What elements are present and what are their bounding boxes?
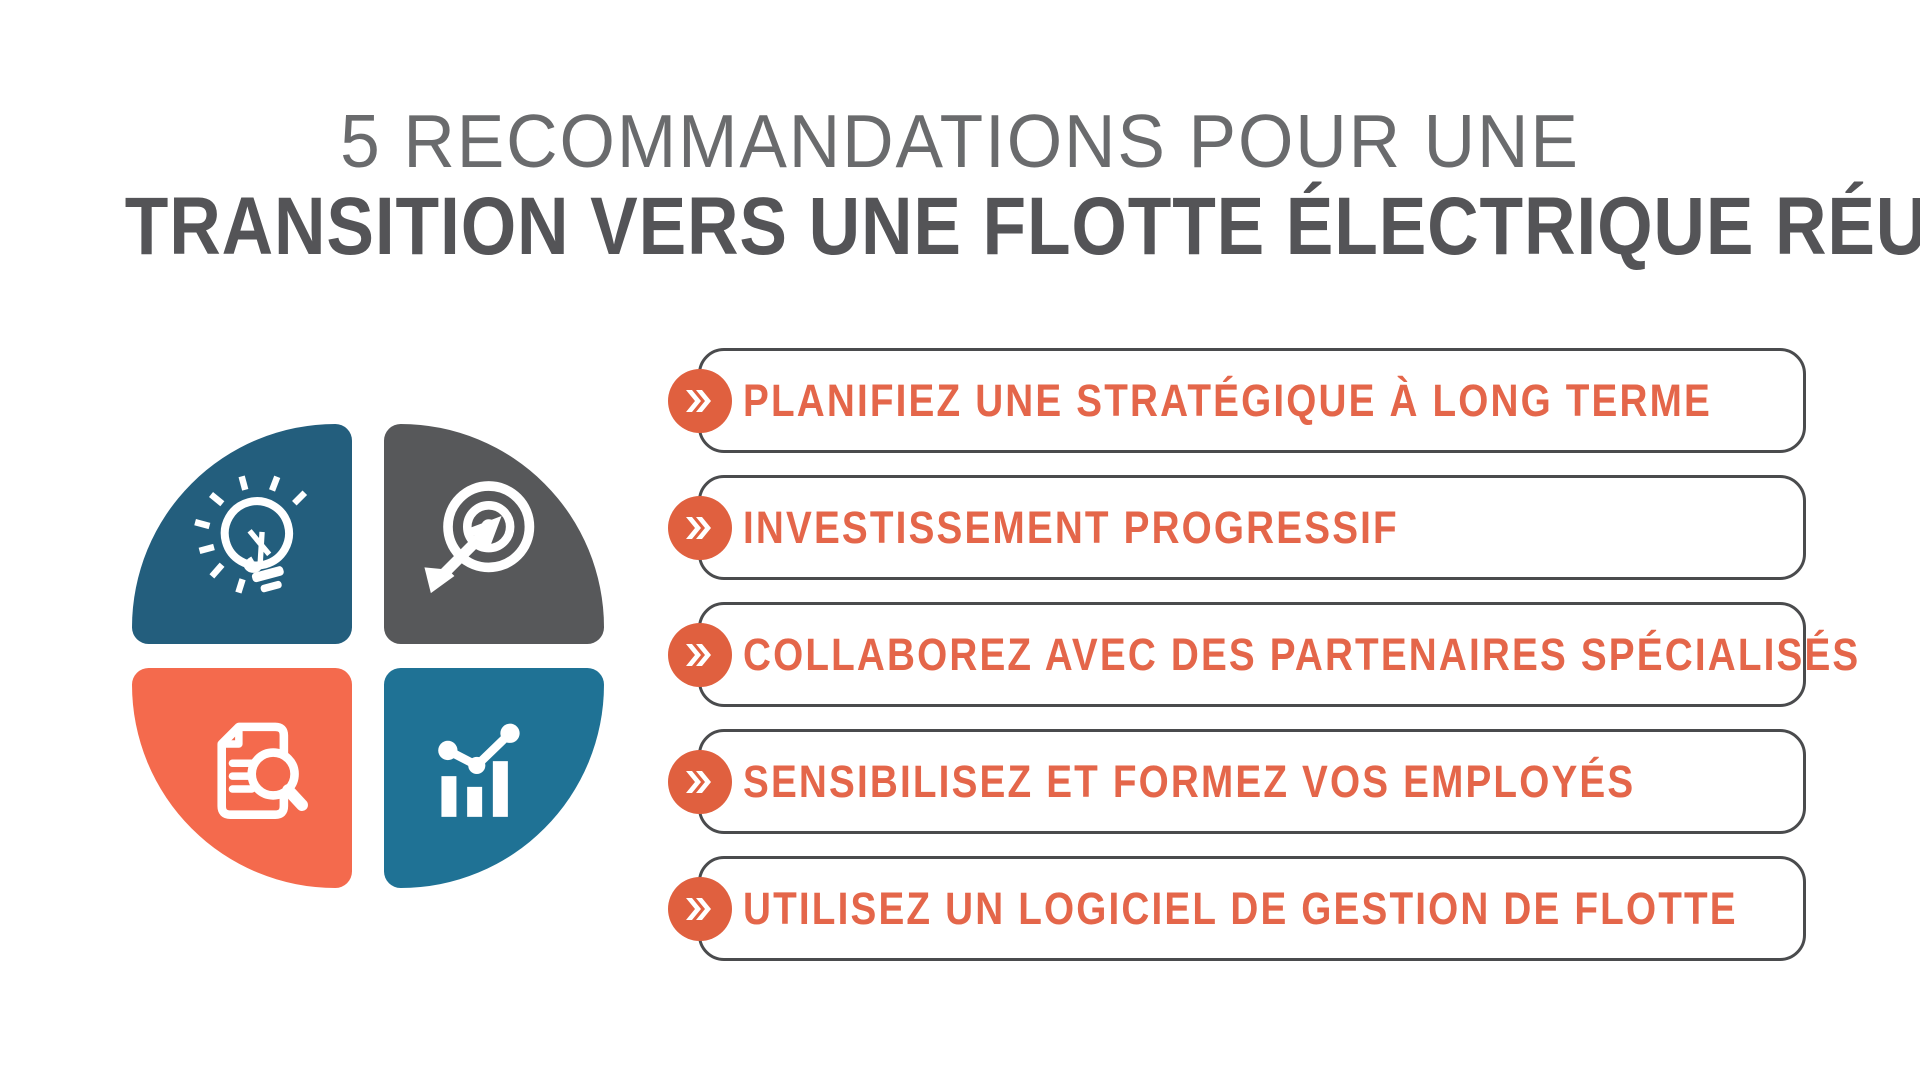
quadrant-idea [132,424,352,644]
recommendation-item-4: SENSIBILISEZ ET FORMEZ VOS EMPLOYÉS [668,729,1806,834]
recommendation-item-2: INVESTISSEMENT PROGRESSIF [668,475,1806,580]
double-chevron-icon [686,516,711,539]
recommendation-item-5: UTILISEZ UN LOGICIEL DE GESTION DE FLOTT… [668,856,1806,961]
recommendation-label: SENSIBILISEZ ET FORMEZ VOS EMPLOYÉS [743,755,1636,807]
quadrant-target [384,424,604,644]
double-chevron-badge [668,495,732,560]
recommendation-label: COLLABOREZ AVEC DES PARTENAIRES SPÉCIALI… [743,628,1861,680]
recommendation-item-1: PLANIFIEZ UNE STRATÉGIQUE À LONG TERME [668,348,1806,453]
double-chevron-badge [668,622,732,687]
document-search-icon [181,699,331,849]
double-chevron-icon [686,897,711,920]
double-chevron-icon [686,643,711,666]
quadrant-analysis [132,668,352,888]
recommendation-label: INVESTISSEMENT PROGRESSIF [743,501,1399,553]
bar-chart-growth-icon [405,699,555,849]
recommendation-label: PLANIFIEZ UNE STRATÉGIQUE À LONG TERME [743,374,1712,426]
title-line-1: 5 RECOMMANDATIONS POUR UNE [340,99,1580,183]
recommendation-label: UTILISEZ UN LOGICIEL DE GESTION DE FLOTT… [743,882,1738,934]
quadrant-growth [384,668,604,888]
title-line-2: TRANSITION VERS UNE FLOTTE ÉLECTRIQUE RÉ… [124,181,1920,272]
double-chevron-icon [686,389,711,412]
recommendation-list: PLANIFIEZ UNE STRATÉGIQUE À LONG TERME I… [668,348,1858,961]
double-chevron-icon [686,770,711,793]
double-chevron-badge [668,876,732,941]
double-chevron-badge [668,368,732,433]
target-arrow-icon [403,471,553,621]
quadrant-graphic [132,424,604,888]
recommendation-item-3: COLLABOREZ AVEC DES PARTENAIRES SPÉCIALI… [668,602,1858,707]
lightbulb-idea-icon [183,471,333,621]
double-chevron-badge [668,749,732,814]
